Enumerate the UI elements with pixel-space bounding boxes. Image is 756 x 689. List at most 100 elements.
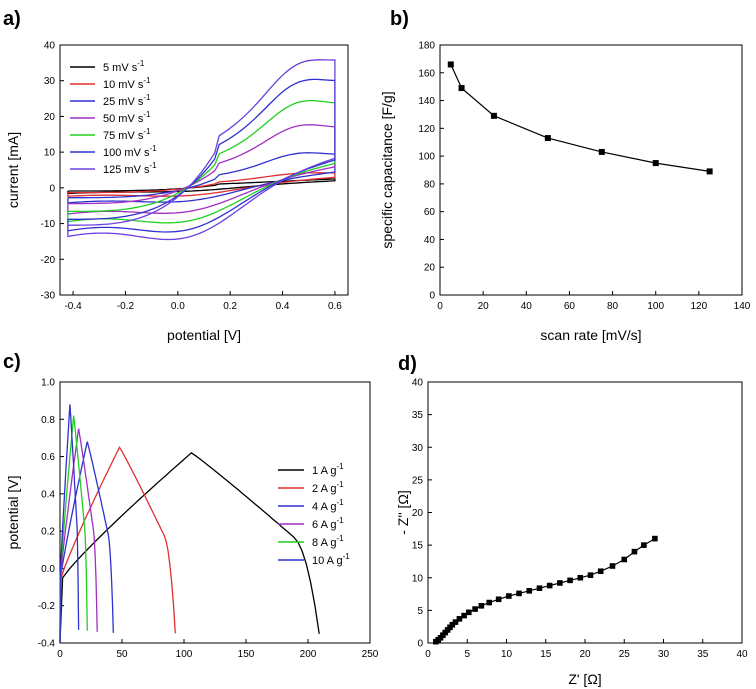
nyquist-point <box>621 556 628 563</box>
x-tick-label: 100 <box>176 649 193 660</box>
x-axis-label: potential [V] <box>167 327 241 343</box>
y-tick-label: -10 <box>41 219 56 230</box>
y-axis-label: specific capacitance [F/g] <box>379 91 395 248</box>
nyquist-point <box>546 582 553 589</box>
y-tick-label: 20 <box>412 508 424 519</box>
panel-a-cv-curves: -0.4 -0.2 0.0 0.2 0.4 0.6 -30 -20 -10 0 10 20 30 40 a)… <box>3 8 349 343</box>
x-tick-label: 250 <box>362 649 379 660</box>
x-tick-label: 0 <box>437 301 443 312</box>
capacitance-point <box>706 168 713 175</box>
y-tick-label: 35 <box>412 410 424 421</box>
y-tick-label: 40 <box>424 235 436 246</box>
plot-frame <box>59 381 371 644</box>
nyquist-point <box>486 599 493 606</box>
y-tick-label: 0.0 <box>41 564 55 575</box>
nyquist-point <box>587 572 594 578</box>
nyquist-point <box>641 542 647 548</box>
nyquist-point <box>536 585 543 591</box>
y-tick-label: 5 <box>417 606 423 617</box>
capacitance-point <box>598 148 605 155</box>
gcd-series-line <box>59 404 80 644</box>
y-tick-label: 20 <box>44 112 56 123</box>
legend-entry: 10 mV s-1 <box>103 76 151 91</box>
legend-entry: 100 mV s-1 <box>103 144 157 159</box>
y-tick-label: 120 <box>418 124 435 135</box>
x-tick-label: 40 <box>521 301 533 312</box>
y-tick-label: -20 <box>41 255 56 266</box>
y-tick-label: 40 <box>44 41 56 52</box>
capacitance-line <box>450 64 710 172</box>
capacitance-point <box>490 112 497 119</box>
panel-d-nyquist-plot: 0 5 10 15 20 25 30 35 40 0 5 10 15 20 25 30 35 40 d) Z' [Ω]… <box>395 353 748 687</box>
nyquist-point <box>577 574 584 581</box>
legend-entry: 1 A g-1 <box>312 462 344 477</box>
x-tick-label: 100 <box>647 301 664 312</box>
nyquist-point <box>472 606 478 612</box>
x-tick-label: -0.4 <box>64 301 82 312</box>
y-tick-label: 20 <box>424 263 436 274</box>
capacitance-point <box>652 160 659 167</box>
panel-c-charge-discharge: 0 50 100 150 200 250 -0.4 -0.2 0.0 0.2 0.4 0.6 0.8 1.… <box>3 351 379 660</box>
x-tick-label: 20 <box>478 301 490 312</box>
capacitance-point <box>447 61 454 68</box>
capacitance-point <box>544 135 551 142</box>
y-axis-label: current [mA] <box>5 132 21 208</box>
gcd-series-line <box>59 445 176 644</box>
x-tick-label: 50 <box>116 649 128 660</box>
y-tick-label: 10 <box>412 573 424 584</box>
y-tick-label: 0 <box>49 183 55 194</box>
x-tick-label: 40 <box>736 649 748 660</box>
legend-entry: 10 A g-1 <box>312 552 350 567</box>
nyquist-point <box>609 563 616 569</box>
cv-series-line <box>67 178 336 195</box>
y-tick-label: -0.4 <box>38 639 56 650</box>
y-tick-label: 30 <box>44 76 56 87</box>
x-tick-label: 0.4 <box>276 301 290 312</box>
x-axis-label: scan rate [mV/s] <box>540 327 641 343</box>
capacitance-point <box>458 85 465 92</box>
y-tick-label: 60 <box>424 207 436 218</box>
x-tick-label: 150 <box>238 649 255 660</box>
x-tick-label: 0.6 <box>328 301 342 312</box>
panel-b-capacitance-vs-scan-rate: 0 20 40 60 80 100 120 140 0 20 40 60 80 100 120 140 160 1… <box>379 8 751 343</box>
legend-entry: 8 A g-1 <box>312 534 344 549</box>
y-tick-label: 100 <box>418 152 435 163</box>
gcd-series-line <box>59 441 114 644</box>
x-tick-label: 30 <box>658 649 670 660</box>
y-tick-label: 40 <box>412 378 424 389</box>
nyquist-point <box>506 593 512 599</box>
cv-series-line <box>67 78 336 233</box>
plot-frame <box>439 44 743 296</box>
x-tick-label: 10 <box>501 649 513 660</box>
y-tick-label: -30 <box>41 291 56 302</box>
x-tick-label: 20 <box>579 649 591 660</box>
x-tick-label: 0 <box>425 649 431 660</box>
cv-series-line <box>67 59 336 241</box>
nyquist-point <box>466 609 472 616</box>
gcd-series-line <box>59 451 320 644</box>
nyquist-point <box>526 588 533 594</box>
y-tick-label: 0.4 <box>41 489 55 500</box>
y-tick-label: 0 <box>429 291 435 302</box>
cv-series-line <box>67 152 336 204</box>
y-tick-label: 10 <box>44 148 56 159</box>
nyquist-point <box>478 603 485 609</box>
y-tick-label: 160 <box>418 68 435 79</box>
nyquist-point <box>449 621 456 628</box>
legend-entry: 50 mV s-1 <box>103 110 151 125</box>
nyquist-point <box>456 616 463 622</box>
nyquist-point <box>567 577 573 584</box>
x-tick-label: 140 <box>734 301 751 312</box>
y-tick-label: 0 <box>417 639 423 650</box>
nyquist-line <box>435 538 656 643</box>
x-tick-label: 120 <box>691 301 708 312</box>
plot-frame <box>427 381 743 644</box>
y-tick-label: 140 <box>418 96 435 107</box>
y-tick-label: 0.2 <box>41 527 55 538</box>
cv-series-line <box>67 172 336 197</box>
legend-entry: 4 A g-1 <box>312 498 344 513</box>
plot-frame <box>59 44 349 296</box>
gcd-series-line <box>59 415 88 644</box>
panel-label: c) <box>3 351 21 373</box>
